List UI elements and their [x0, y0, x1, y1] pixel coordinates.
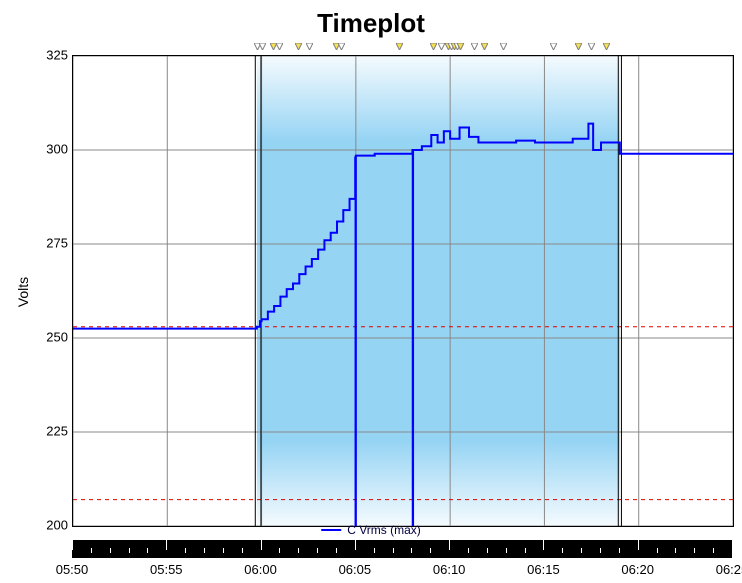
x-tick-label: 06:05 [339, 562, 372, 577]
event-marker-icon [338, 43, 344, 49]
y-axis-label: Volts [15, 276, 31, 306]
event-marker-icon [550, 43, 556, 49]
legend: C Vrms (max) [321, 523, 421, 537]
event-marker-icon [295, 43, 301, 49]
plot-svg [73, 56, 733, 526]
legend-label: C Vrms (max) [347, 523, 421, 537]
event-marker-icon [457, 43, 463, 49]
event-marker-icon [259, 43, 265, 49]
event-marker-icon [438, 43, 444, 49]
event-marker-icon [588, 43, 594, 49]
event-marker-icon [276, 43, 282, 49]
x-tick-label: 06:15 [527, 562, 560, 577]
legend-swatch [321, 529, 341, 531]
x-tick-label: 05:55 [150, 562, 183, 577]
x-tick-label: 06:20 [621, 562, 654, 577]
chart-title: Timeplot [0, 8, 742, 39]
y-tick-label: 200 [46, 518, 68, 533]
x-tick-label: 06:00 [244, 562, 277, 577]
plot-area[interactable] [72, 55, 734, 527]
timeplot-chart: Timeplot Volts 200 225 250 275 300 325 05:50 0… [0, 0, 742, 583]
event-marker-icon [471, 43, 477, 49]
y-tick-label: 275 [46, 236, 68, 251]
timeline-bar[interactable] [72, 540, 732, 558]
x-tick-label: 06:10 [433, 562, 466, 577]
x-tick-label: 05:50 [56, 562, 89, 577]
event-marker-icon [603, 43, 609, 49]
event-marker-icon [396, 43, 402, 49]
event-marker-icon [306, 43, 312, 49]
x-tick-label: 06:25 [716, 562, 742, 577]
event-marker-icon [270, 43, 276, 49]
event-marker-icon [575, 43, 581, 49]
y-tick-label: 325 [46, 48, 68, 63]
event-marker-icon [481, 43, 487, 49]
event-markers-row [72, 42, 732, 54]
event-marker-icon [500, 43, 506, 49]
y-tick-label: 250 [46, 330, 68, 345]
y-tick-label: 300 [46, 142, 68, 157]
event-marker-icon [430, 43, 436, 49]
y-tick-label: 225 [46, 424, 68, 439]
